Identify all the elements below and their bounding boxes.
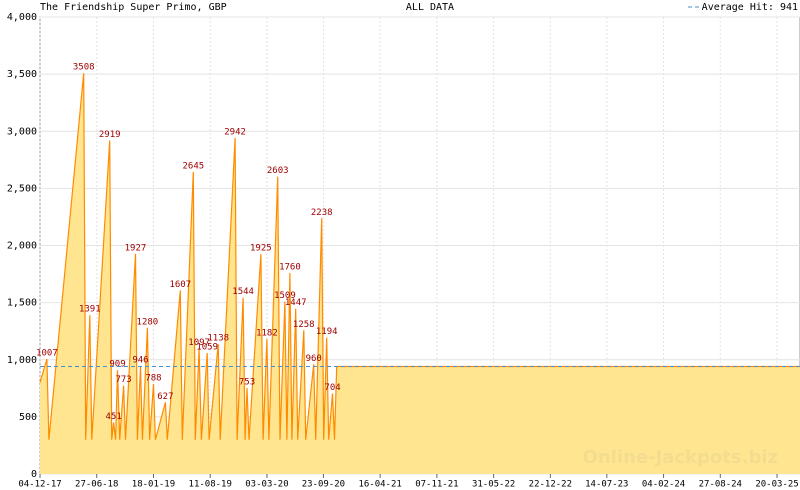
y-tick-label: 2,500 <box>7 183 37 194</box>
x-tick-label: 31-05-22 <box>472 480 515 490</box>
watermark: Online-Jackpots.biz <box>583 447 778 468</box>
x-tick-label: 11-08-19 <box>189 480 232 490</box>
data-label: 2919 <box>99 130 121 140</box>
chart-title: The Friendship Super Primo, GBP <box>40 2 227 13</box>
y-tick-label: 0 <box>31 469 37 480</box>
data-label: 2238 <box>311 208 333 218</box>
data-label: 1258 <box>293 320 315 330</box>
y-tick-label: 1,500 <box>7 298 37 309</box>
x-tick-label: 04-02-24 <box>642 480 685 490</box>
data-label: 1097 <box>188 338 210 348</box>
data-label: 704 <box>324 383 340 393</box>
x-tick-label: 27-06-18 <box>75 480 118 490</box>
line <box>39 73 800 440</box>
data-label: 909 <box>109 360 125 370</box>
y-tick-label: 4,000 <box>7 12 37 23</box>
data-label: 1391 <box>79 305 101 315</box>
data-label: 960 <box>306 354 322 364</box>
x-tick-label: 22-12-22 <box>529 480 572 490</box>
data-label: 2645 <box>182 161 204 171</box>
y-tick-label: 500 <box>19 412 37 423</box>
legend-label: Average Hit: 941 <box>702 2 798 13</box>
x-tick-label: 03-03-20 <box>245 480 288 490</box>
data-label: 1760 <box>279 262 301 272</box>
data-label: 1182 <box>256 328 278 338</box>
data-label: 2942 <box>224 127 246 137</box>
x-tick-label: 14-07-23 <box>585 480 628 490</box>
data-label: 788 <box>145 373 161 383</box>
area <box>40 73 800 474</box>
x-tick-label: 16-04-21 <box>358 480 401 490</box>
data-label: 1607 <box>169 280 191 290</box>
data-label: 1059 <box>196 343 218 353</box>
data-label: 1925 <box>250 244 272 254</box>
y-tick-label: 3,000 <box>7 126 37 137</box>
x-tick-label: 18-01-19 <box>132 480 175 490</box>
x-tick-label: 04-12-17 <box>18 480 61 490</box>
data-label: 2603 <box>267 166 289 176</box>
chart-subtitle: ALL DATA <box>406 2 454 13</box>
data-label: 1509 <box>274 291 296 301</box>
data-label: 1544 <box>232 287 254 297</box>
y-tick-label: 2,000 <box>7 241 37 252</box>
x-tick-label: 20-03-25 <box>755 480 798 490</box>
data-label: 3508 <box>73 63 95 73</box>
y-tick-label: 1,000 <box>7 355 37 366</box>
x-tick-label: 07-11-21 <box>415 480 458 490</box>
data-label: 1447 <box>285 298 307 308</box>
x-tick-label: 27-08-24 <box>699 480 742 490</box>
y-tick-label: 3,500 <box>7 69 37 80</box>
data-label: 753 <box>239 377 255 387</box>
data-label: 1280 <box>137 317 159 327</box>
data-label: 1927 <box>125 243 147 253</box>
data-label: 627 <box>157 392 173 402</box>
data-label: 451 <box>105 412 121 422</box>
data-label: 1194 <box>316 327 338 337</box>
data-label: 773 <box>115 375 131 385</box>
x-tick-label: 23-09-20 <box>302 480 345 490</box>
data-label: 946 <box>132 355 148 365</box>
data-label: 1007 <box>36 348 58 358</box>
data-label: 1138 <box>207 333 229 343</box>
